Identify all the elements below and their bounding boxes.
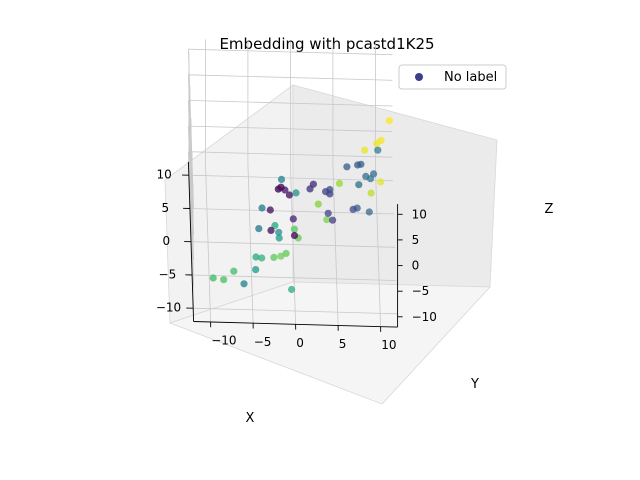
data-point [367, 189, 375, 197]
z-gridline-right [188, 100, 194, 261]
data-point [277, 252, 285, 260]
data-point [288, 285, 296, 294]
y-gridline-floor [205, 162, 211, 323]
y-tick-label: 10 [381, 338, 396, 352]
z-gridline-left [188, 151, 393, 158]
data-point [290, 225, 298, 233]
legend-label: No label [444, 70, 497, 85]
data-point [335, 179, 344, 187]
x-axis-label: X [246, 411, 255, 426]
data-point [275, 234, 283, 242]
data-point [329, 216, 337, 224]
data-point [314, 200, 322, 208]
y-gridline-floor [247, 163, 254, 324]
x-tick-label: 10 [157, 168, 172, 182]
legend-marker [415, 73, 423, 81]
data-point [267, 226, 275, 234]
data-point [377, 178, 385, 186]
data-point [323, 216, 331, 224]
data-point [252, 253, 260, 261]
y-axis-label: Y [470, 377, 479, 392]
z-gridline-left [188, 74, 393, 81]
data-point [361, 146, 369, 154]
data-point [258, 254, 266, 262]
data-point [385, 117, 393, 125]
data-point [289, 215, 297, 223]
z-axis-label: Z [545, 202, 554, 217]
legend: No label [398, 64, 507, 90]
data-point [266, 206, 274, 214]
y-gridline-floor [375, 166, 381, 327]
data-point [365, 208, 373, 216]
data-point [322, 188, 330, 196]
data-point [220, 276, 228, 284]
data-point [292, 189, 300, 197]
z-tick-label: 0 [412, 259, 420, 273]
z-gridline-right [188, 74, 194, 235]
z-gridline-right [188, 49, 194, 209]
chart-title: Embedding with pcastd1K25 [219, 35, 434, 53]
data-point [309, 180, 317, 188]
legend-box [398, 64, 507, 90]
x-tick-label: −10 [156, 301, 181, 315]
data-point [271, 221, 279, 230]
y-tick-label: −5 [254, 335, 272, 349]
z-gridline-right [188, 126, 194, 286]
z-tick-label: 5 [412, 233, 420, 247]
y-tick-label: −10 [211, 334, 236, 348]
z-tick-label: −5 [412, 284, 430, 298]
data-point [377, 136, 385, 144]
y-gridline-floor [290, 164, 296, 325]
data-point [354, 161, 362, 169]
data-point [343, 163, 351, 171]
data-point [349, 205, 357, 213]
z-gridline-left [188, 125, 393, 132]
y-gridline-floor [332, 165, 339, 326]
z-tick-label: 10 [412, 207, 427, 221]
data-point [290, 231, 299, 240]
grid-lines [188, 39, 398, 327]
data-points [209, 117, 393, 294]
data-point [355, 181, 363, 189]
z-gridline-left [188, 48, 393, 56]
data-point [240, 280, 248, 288]
data-point [277, 175, 286, 183]
data-point [275, 228, 283, 236]
z-gridline-left [188, 100, 393, 107]
data-point [270, 253, 278, 261]
y-tick-label: 0 [296, 336, 304, 350]
x-tick-label: 0 [162, 234, 170, 248]
data-point [374, 146, 382, 154]
y-tick-label: 5 [339, 337, 347, 351]
data-point [255, 225, 263, 233]
x-tick-label: −5 [159, 267, 177, 281]
data-point [230, 267, 238, 275]
data-point [252, 266, 260, 274]
data-point [209, 274, 217, 282]
data-point [277, 183, 285, 191]
data-point [258, 204, 266, 212]
data-point [366, 175, 375, 183]
x-tick-label: 5 [161, 201, 169, 215]
data-point [324, 209, 332, 217]
z-tick-label: −10 [412, 310, 437, 324]
axis-ticks: −10 −5 0 5 10 −10 −5 0 5 10 −10 −5 0 5 10 [156, 168, 437, 353]
data-point [285, 191, 293, 199]
